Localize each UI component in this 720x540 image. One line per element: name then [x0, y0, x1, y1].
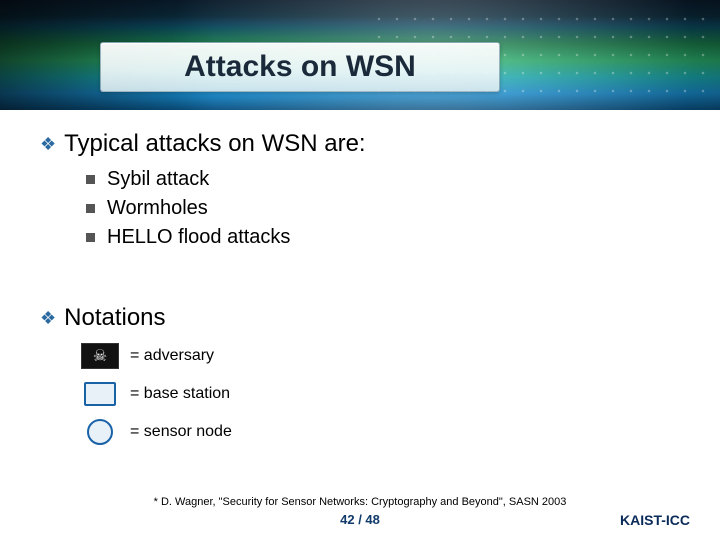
- citation-text: * D. Wagner, "Security for Sensor Networ…: [0, 496, 720, 508]
- slide-title: Attacks on WSN: [184, 50, 416, 84]
- skull-flag-icon: ☠: [81, 343, 119, 369]
- heading-text: Typical attacks on WSN are:: [64, 130, 365, 158]
- section-heading-attacks: ❖ Typical attacks on WSN are:: [40, 130, 690, 158]
- organization-label: KAIST-ICC: [620, 512, 690, 528]
- section-heading-notations: ❖ Notations: [40, 304, 690, 332]
- notation-label: = sensor node: [130, 423, 232, 441]
- list-item: Sybil attack: [86, 168, 690, 191]
- list-item: HELLO flood attacks: [86, 226, 690, 249]
- section-notations: ❖ Notations ☠ = adversary = base station: [40, 304, 690, 446]
- list-item-label: HELLO flood attacks: [107, 226, 290, 249]
- notation-row-sensor-node: = sensor node: [80, 418, 690, 446]
- page-number: 42 / 48: [340, 512, 380, 527]
- square-bullet-icon: [86, 233, 95, 242]
- slide-body: ❖ Typical attacks on WSN are: Sybil atta…: [40, 130, 690, 456]
- square-bullet-icon: [86, 175, 95, 184]
- attack-list: Sybil attack Wormholes HELLO flood attac…: [86, 168, 690, 249]
- sensor-node-icon: [80, 418, 120, 446]
- base-station-icon: [80, 380, 120, 408]
- list-item-label: Wormholes: [107, 197, 208, 220]
- notation-row-adversary: ☠ = adversary: [80, 342, 690, 370]
- notation-row-base-station: = base station: [80, 380, 690, 408]
- square-bullet-icon: [86, 204, 95, 213]
- slide: Attacks on WSN ❖ Typical attacks on WSN …: [0, 0, 720, 540]
- list-item: Wormholes: [86, 197, 690, 220]
- diamond-bullet-icon: ❖: [40, 308, 56, 329]
- rectangle-shape-icon: [84, 382, 116, 406]
- notation-label: = adversary: [130, 347, 214, 365]
- title-chip: Attacks on WSN: [100, 42, 500, 92]
- adversary-icon: ☠: [80, 342, 120, 370]
- diamond-bullet-icon: ❖: [40, 134, 56, 155]
- list-item-label: Sybil attack: [107, 168, 209, 191]
- notation-label: = base station: [130, 385, 230, 403]
- heading-text: Notations: [64, 304, 165, 332]
- header-band: Attacks on WSN: [0, 0, 720, 110]
- circle-shape-icon: [87, 419, 113, 445]
- footer: 42 / 48 KAIST-ICC: [0, 512, 720, 532]
